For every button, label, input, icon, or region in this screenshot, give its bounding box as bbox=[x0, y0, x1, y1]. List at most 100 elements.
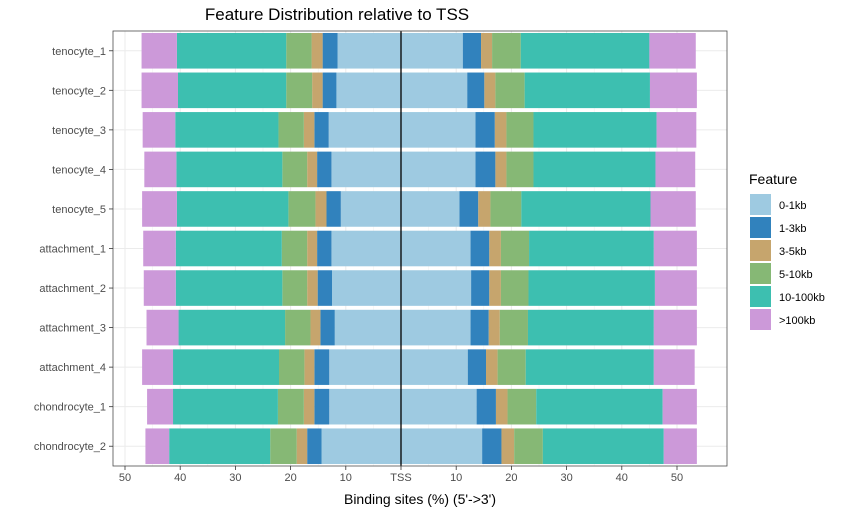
bar-upstream-5-10kb bbox=[288, 191, 316, 227]
legend-swatch bbox=[750, 194, 771, 215]
x-tick-label: 10 bbox=[450, 472, 462, 484]
bar-upstream-1-3kb bbox=[317, 270, 332, 306]
bar-upstream-1-3kb bbox=[314, 388, 330, 425]
chart-title: Feature Distribution relative to TSS bbox=[205, 5, 469, 24]
bar-downstream-3-5kb bbox=[489, 230, 501, 267]
bar-upstream-0-1kb bbox=[340, 191, 401, 227]
bar-downstream-3-5kb bbox=[481, 32, 493, 69]
legend-swatch bbox=[750, 309, 771, 330]
bar-upstream-1-3kb bbox=[326, 191, 341, 227]
bar-upstream->100kb bbox=[142, 349, 174, 385]
bar-downstream-10-100kb bbox=[533, 151, 656, 188]
bar-downstream-5-10kb bbox=[497, 349, 526, 385]
bar-downstream-3-5kb bbox=[484, 72, 496, 109]
bar-upstream-5-10kb bbox=[286, 32, 312, 69]
legend-label: 5-10kb bbox=[779, 269, 813, 281]
y-tick-label: attachment_3 bbox=[39, 323, 106, 335]
bar-downstream-3-5kb bbox=[494, 112, 507, 148]
bar-upstream-0-1kb bbox=[332, 270, 401, 306]
bar-downstream-1-3kb bbox=[475, 151, 496, 188]
bar-downstream-10-100kb bbox=[542, 428, 664, 465]
bar-upstream-3-5kb bbox=[311, 32, 323, 69]
x-tick-label: 20 bbox=[505, 472, 517, 484]
bar-upstream->100kb bbox=[145, 428, 170, 465]
legend-swatch bbox=[750, 286, 771, 307]
bar-upstream-5-10kb bbox=[279, 349, 305, 385]
x-tick-label: 20 bbox=[284, 472, 296, 484]
bar-downstream-1-3kb bbox=[467, 349, 487, 385]
bar-upstream-3-5kb bbox=[307, 151, 318, 188]
y-tick-label: tenocyte_5 bbox=[52, 204, 106, 216]
bar-downstream-0-1kb bbox=[401, 309, 471, 346]
bar-downstream->100kb bbox=[663, 428, 697, 465]
bar-upstream-0-1kb bbox=[331, 151, 401, 188]
bars-layer bbox=[141, 32, 697, 465]
bar-upstream-3-5kb bbox=[303, 388, 315, 425]
bar-upstream-1-3kb bbox=[314, 349, 330, 385]
bar-upstream->100kb bbox=[146, 309, 179, 346]
bar-downstream-10-100kb bbox=[521, 191, 651, 227]
bar-upstream-5-10kb bbox=[277, 388, 304, 425]
x-tick-label: TSS bbox=[390, 472, 411, 484]
bar-upstream-3-5kb bbox=[307, 270, 318, 306]
bar-upstream-3-5kb bbox=[307, 230, 318, 267]
bar-upstream->100kb bbox=[143, 270, 176, 306]
bar-downstream-10-100kb bbox=[533, 112, 657, 148]
bar-upstream-1-3kb bbox=[314, 112, 329, 148]
bar-downstream->100kb bbox=[653, 309, 697, 346]
bar-upstream-1-3kb bbox=[307, 428, 322, 465]
bar-downstream-0-1kb bbox=[401, 72, 468, 109]
bar-downstream-1-3kb bbox=[467, 72, 485, 109]
bar-downstream-0-1kb bbox=[401, 230, 471, 267]
bar-downstream-10-100kb bbox=[536, 388, 663, 425]
bar-upstream-0-1kb bbox=[331, 230, 401, 267]
bar-upstream-10-100kb bbox=[175, 112, 279, 148]
bar-downstream-5-10kb bbox=[506, 112, 534, 148]
bar-downstream-1-3kb bbox=[482, 428, 502, 465]
bar-upstream-1-3kb bbox=[322, 32, 338, 69]
bar-downstream-5-10kb bbox=[495, 72, 525, 109]
bar-downstream-1-3kb bbox=[475, 112, 495, 148]
x-tick-label: 50 bbox=[671, 472, 683, 484]
bar-downstream-1-3kb bbox=[476, 388, 496, 425]
bar-upstream->100kb bbox=[141, 72, 178, 109]
y-tick-label: chondrocyte_2 bbox=[34, 441, 106, 453]
bar-upstream-10-100kb bbox=[177, 72, 287, 109]
bar-downstream->100kb bbox=[656, 112, 697, 148]
bar-upstream-5-10kb bbox=[281, 230, 308, 267]
bar-downstream->100kb bbox=[653, 230, 697, 267]
bar-upstream-10-100kb bbox=[176, 191, 289, 227]
bar-downstream-10-100kb bbox=[520, 32, 650, 69]
bar-upstream-0-1kb bbox=[334, 309, 401, 346]
bar-upstream-5-10kb bbox=[282, 151, 308, 188]
legend-items: 0-1kb 1-3kb 3-5kb 5-10kb 10-100kb >100kb bbox=[750, 194, 825, 330]
bar-upstream-10-100kb bbox=[176, 151, 283, 188]
y-tick-label: attachment_4 bbox=[39, 362, 106, 374]
x-tick-label: 40 bbox=[174, 472, 186, 484]
bar-upstream-0-1kb bbox=[321, 428, 401, 465]
bar-upstream->100kb bbox=[142, 112, 176, 148]
legend-label: 3-5kb bbox=[779, 246, 807, 258]
bar-downstream-0-1kb bbox=[401, 270, 472, 306]
bar-downstream-5-10kb bbox=[500, 230, 530, 267]
bar-upstream-0-1kb bbox=[329, 349, 401, 385]
y-tick-label: tenocyte_4 bbox=[52, 164, 106, 176]
bar-downstream-5-10kb bbox=[506, 151, 534, 188]
y-tick-labels: tenocyte_1 tenocyte_2 tenocyte_3 tenocyte_4… bbox=[34, 46, 113, 453]
bar-upstream-10-100kb bbox=[175, 270, 283, 306]
bar-upstream-5-10kb bbox=[278, 112, 304, 148]
y-tick-label: attachment_2 bbox=[39, 283, 106, 295]
bar-upstream-1-3kb bbox=[317, 230, 332, 267]
bar-downstream-1-3kb bbox=[459, 191, 479, 227]
bar-downstream-3-5kb bbox=[501, 428, 515, 465]
bar-downstream-1-3kb bbox=[470, 230, 490, 267]
legend-label: >100kb bbox=[779, 315, 815, 327]
bar-downstream-5-10kb bbox=[500, 270, 529, 306]
bar-upstream-10-100kb bbox=[169, 428, 271, 465]
bar-downstream-0-1kb bbox=[401, 428, 483, 465]
bar-upstream-10-100kb bbox=[173, 388, 278, 425]
bar-upstream-10-100kb bbox=[173, 349, 280, 385]
bar-downstream->100kb bbox=[654, 270, 697, 306]
